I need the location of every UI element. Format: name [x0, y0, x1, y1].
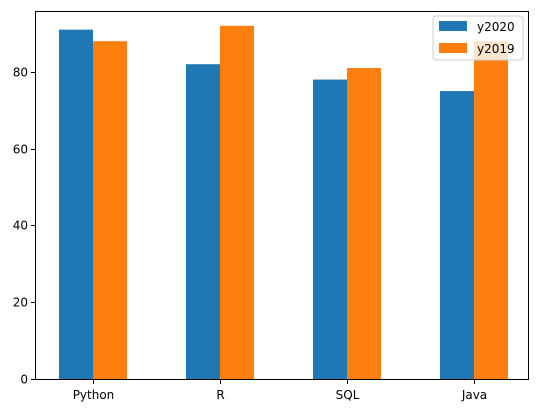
y-tick-label: 80	[13, 66, 28, 80]
y-tick-label: 0	[20, 373, 28, 387]
bar-y2020-r	[186, 64, 220, 380]
legend-label-y2019: y2019	[477, 42, 515, 56]
y-tick-label: 60	[13, 143, 28, 157]
x-tick-label-java: Java	[461, 388, 487, 402]
bars-group	[59, 25, 508, 380]
bar-y2019-sql	[347, 68, 381, 379]
y-axis: 0 20 40 60 80	[13, 66, 36, 387]
y-tick-label: 20	[13, 296, 28, 310]
x-tick-label-r: R	[216, 388, 224, 402]
x-tick-label-sql: SQL	[336, 388, 360, 402]
legend-swatch-y2020	[439, 21, 467, 31]
legend: y2020 y2019	[432, 15, 524, 61]
bar-y2020-java	[440, 91, 474, 379]
bar-y2019-java	[474, 41, 508, 380]
legend-swatch-y2019	[439, 43, 467, 53]
x-tick-label-python: Python	[73, 388, 115, 402]
x-axis: Python R SQL Java	[73, 379, 487, 402]
bar-y2019-python	[93, 41, 127, 380]
plot-frame	[35, 11, 529, 380]
bar-y2019-r	[220, 25, 254, 380]
bar-y2020-python	[59, 29, 93, 379]
legend-label-y2020: y2020	[477, 20, 515, 34]
y-tick-label: 40	[13, 219, 28, 233]
bar-y2020-sql	[313, 79, 347, 379]
